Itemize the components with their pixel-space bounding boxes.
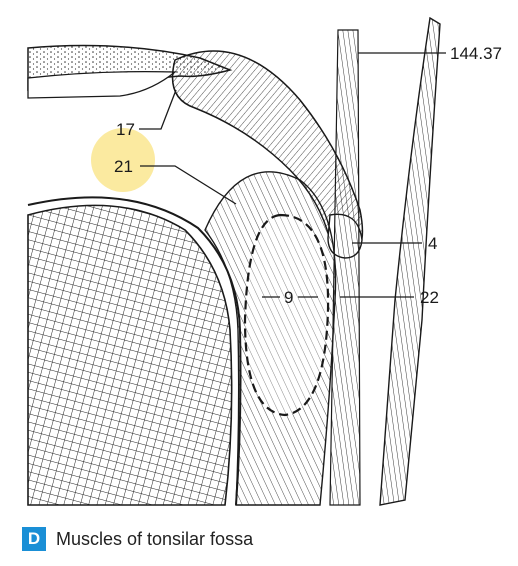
label-17: 17: [116, 120, 135, 139]
leader-21: [140, 165, 237, 205]
palate-bone-lower: [27, 70, 177, 99]
caption-text: Muscles of tonsilar fossa: [56, 528, 254, 549]
label-9: 9: [284, 288, 293, 307]
figure-caption: D Muscles of tonsilar fossa: [22, 526, 253, 552]
pterygoid-plate: [379, 16, 441, 506]
leader-17: [139, 89, 177, 130]
tongue: [27, 204, 233, 506]
label-22: 22: [420, 288, 439, 307]
caption-badge: D: [22, 527, 46, 551]
label-4: 4: [428, 234, 437, 253]
label-21: 21: [114, 157, 133, 176]
fossa-muscles: [204, 171, 337, 506]
tonsil-outline: [243, 213, 330, 417]
highlight-circle: [91, 128, 155, 192]
label-144-37: 144.37: [450, 44, 502, 63]
